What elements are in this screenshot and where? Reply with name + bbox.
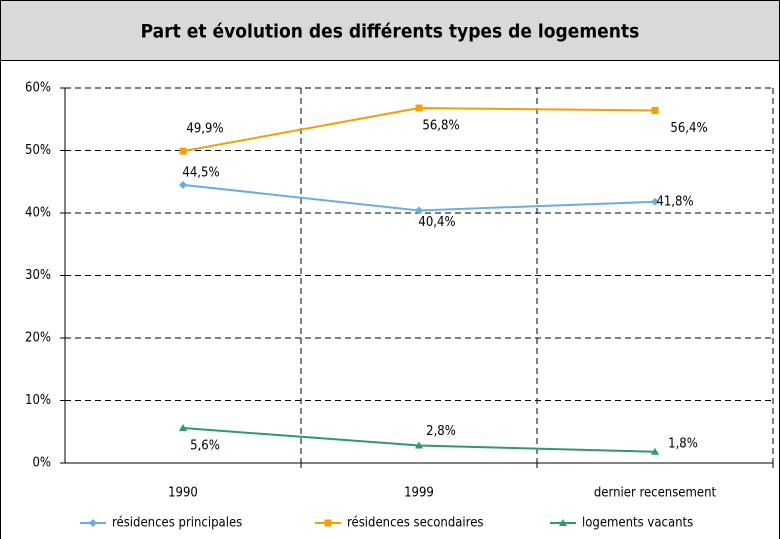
y-tick-label: 0% (32, 456, 51, 471)
marker (415, 206, 423, 215)
marker (651, 447, 659, 455)
legend-marker (89, 519, 97, 527)
y-tick-label: 50% (25, 143, 51, 158)
marker (415, 441, 423, 449)
data-label: 44,5% (182, 165, 219, 180)
y-tick-label: 30% (25, 268, 51, 283)
legend-label: logements vacants (582, 516, 693, 531)
legend-marker (559, 519, 567, 526)
marker (179, 180, 187, 189)
y-tick-label: 10% (25, 393, 51, 408)
data-label: 41,8% (656, 194, 693, 209)
marker (179, 424, 187, 431)
marker (179, 147, 187, 155)
data-label: 56,4% (670, 121, 707, 136)
x-tick-label: 1990 (168, 486, 198, 501)
legend-label: résidences principales (112, 516, 242, 531)
y-tick-label: 20% (25, 331, 51, 346)
x-tick-label: dernier recensement (594, 486, 717, 501)
series-line (182, 106, 656, 153)
data-label: 5,6% (190, 439, 220, 454)
data-label: 1,8% (668, 436, 698, 451)
data-label: 40,4% (418, 215, 455, 230)
marker (651, 197, 659, 206)
marker (415, 104, 423, 112)
data-label: 49,9% (186, 122, 223, 137)
chart-title: Part et évolution des différents types d… (141, 21, 640, 43)
legend-label: résidences secondaires (347, 516, 483, 531)
legend-marker (324, 519, 332, 527)
title-bar (0, 0, 780, 61)
y-tick-label: 40% (25, 206, 51, 221)
data-label: 2,8% (426, 424, 456, 439)
y-tick-label: 60% (25, 81, 51, 96)
x-tick-label: 1999 (404, 486, 434, 501)
data-label: 56,8% (422, 119, 459, 134)
marker (651, 107, 659, 114)
